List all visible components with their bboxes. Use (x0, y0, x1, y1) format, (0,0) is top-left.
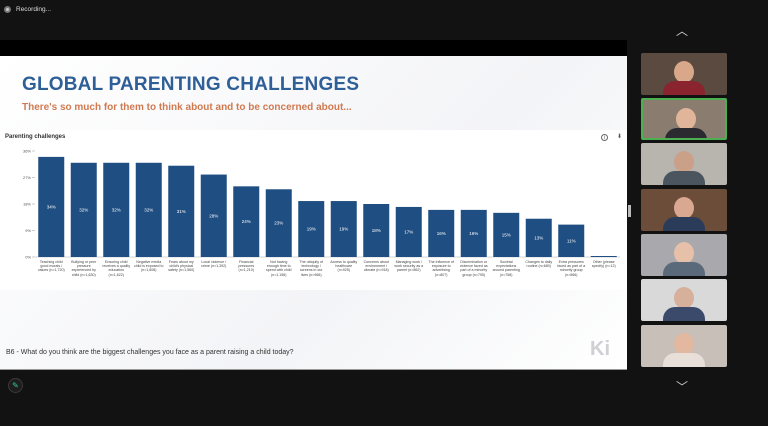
bar-value-label: 15% (502, 232, 511, 237)
bar[interactable] (103, 162, 130, 257)
panel-resize-handle[interactable] (628, 205, 631, 217)
x-tick-label: Fears about my child's physical safety (… (168, 260, 195, 273)
chart-panel: 0% 9% 18% 27% 36% 34% 32% 32% 32% 31% 28% 24% 23% 19%… (0, 130, 627, 290)
bar-value-label: 32% (112, 207, 121, 212)
participant-face (674, 242, 694, 264)
bar[interactable] (135, 162, 162, 257)
x-tick-label: Societal expectations around parenting (… (492, 260, 520, 277)
bar[interactable] (558, 224, 585, 257)
screen-share-bar (0, 40, 627, 56)
bar[interactable] (70, 162, 97, 257)
x-tick-label: The influence of exposure to advertising… (428, 260, 455, 277)
bar-value-label: 32% (79, 207, 88, 212)
recording-label: Recording... (16, 6, 52, 13)
participant-body (663, 353, 705, 367)
x-tick-label: Extra pressures faced as part of a minor… (557, 260, 586, 277)
bar-value-label: 23% (274, 221, 283, 226)
x-tick-label: Other (please specify) (n=12) (591, 260, 616, 269)
bar[interactable] (38, 156, 65, 257)
bar[interactable] (298, 201, 325, 257)
y-tick-label: 18% (23, 202, 31, 207)
x-tick-label: Teaching child good morals / values (n=1… (37, 260, 65, 273)
participant-face (674, 287, 694, 309)
slide-title: GLOBAL PARENTING CHALLENGES (22, 74, 360, 95)
scroll-down-chevron-icon[interactable]: ﹀ (676, 380, 689, 394)
bar[interactable] (233, 186, 260, 257)
x-tick-label: Not having enough time to spend with chi… (265, 260, 292, 277)
y-tick-label: 27% (23, 175, 31, 180)
x-tick-label: Changes to daily routine (n=680) (525, 260, 553, 269)
participant-video-tile[interactable] (641, 234, 727, 276)
bar[interactable] (395, 206, 422, 257)
participant-face (674, 333, 694, 355)
bar-value-label: 32% (144, 207, 153, 212)
participant-video-tile[interactable] (641, 325, 727, 367)
participant-body (663, 81, 705, 95)
bar-value-label: 13% (534, 235, 543, 240)
slide-subtitle: There's so much for them to think about … (22, 102, 352, 113)
bar[interactable] (525, 218, 552, 257)
x-tick-label: The ubiquity of technology / screens in … (299, 260, 324, 277)
x-tick-label: Negative media child is exposed to (n=1,… (133, 260, 164, 273)
bar[interactable] (168, 165, 195, 257)
bar[interactable] (493, 212, 520, 257)
bar[interactable] (460, 209, 487, 257)
bar-chart: 0% 9% 18% 27% 36% 34% 32% 32% 32% 31% 28% 24% 23% 19%… (23, 149, 620, 260)
x-tick-label: Bullying or peer pressure experienced by… (71, 260, 97, 277)
chart-title: Parenting challenges (5, 134, 66, 140)
shared-slide: GLOBAL PARENTING CHALLENGES There's so m… (0, 56, 627, 370)
y-tick-label: 36% (23, 149, 31, 154)
download-icon[interactable]: ⬇ (616, 134, 623, 140)
participant-body (663, 262, 705, 276)
bar-value-label: 18% (372, 228, 381, 233)
ki-logo: Ki (590, 338, 610, 360)
participant-body (663, 171, 705, 185)
participant-face (674, 151, 694, 173)
annotate-pencil-button[interactable]: ✎ (8, 378, 23, 393)
x-tick-label: Local violence / crime (n=1,392) (201, 260, 227, 269)
x-tick-label: Access to quality healthcare (n=925) (330, 260, 358, 273)
bar-value-label: 24% (242, 219, 251, 224)
x-tick-label: Discrimination or violence faced as part… (459, 260, 488, 277)
record-icon (4, 6, 11, 13)
bar[interactable] (200, 174, 227, 257)
x-tick-label: Managing work / work security as a paren… (394, 260, 424, 273)
recording-indicator: Recording... (4, 3, 51, 16)
y-tick-label: 0% (25, 255, 31, 260)
bar-value-label: 11% (567, 238, 576, 243)
participant-video-tile[interactable] (641, 98, 727, 140)
info-icon[interactable]: i (601, 134, 608, 141)
participant-video-tile[interactable] (641, 189, 727, 231)
x-tick-label: Ensuring child receives a quality educat… (102, 260, 131, 277)
scroll-up-chevron-icon[interactable]: ︿ (676, 24, 689, 38)
participant-video-tile[interactable] (641, 53, 727, 95)
bar-value-label: 17% (404, 229, 413, 234)
question-text: B6 - What do you think are the biggest c… (6, 349, 294, 356)
bar-value-label: 19% (339, 227, 348, 232)
participant-body (663, 307, 705, 321)
bar[interactable] (363, 204, 390, 257)
participant-video-tile[interactable] (641, 143, 727, 185)
bar-value-label: 34% (47, 204, 56, 209)
x-tick-label: Financial pressures (n=1,210) (238, 260, 255, 273)
bar-value-label: 16% (437, 231, 446, 236)
bar[interactable] (428, 209, 455, 257)
participant-face (676, 108, 696, 130)
participant-body (663, 217, 705, 231)
participant-face (674, 61, 694, 83)
participant-face (674, 197, 694, 219)
bar-value-label: 19% (307, 227, 316, 232)
participant-video-tile[interactable] (641, 279, 727, 321)
participant-body (665, 128, 707, 138)
bar-value-label: 16% (469, 231, 478, 236)
bar-value-label: 28% (209, 213, 218, 218)
x-tick-label: Concerns about environment / climate (n=… (363, 260, 389, 273)
y-tick-label: 9% (25, 228, 31, 233)
bar-value-label: 31% (177, 209, 186, 214)
bar[interactable] (330, 201, 357, 257)
bar[interactable] (265, 189, 292, 257)
